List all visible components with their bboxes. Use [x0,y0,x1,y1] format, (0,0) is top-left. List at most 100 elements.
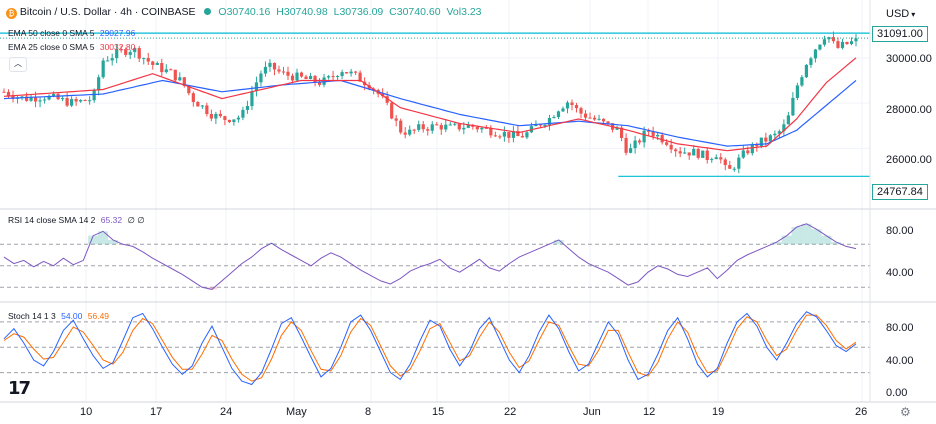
rsi-overbought-fill [553,239,564,245]
candle-body [331,76,335,78]
bitcoin-icon: ₿ [6,8,17,19]
rsi-overbought-fill [771,242,782,245]
candle-body [417,124,421,130]
candle-body [412,129,416,131]
rsi-legend[interactable]: RSI 14 close SMA 14 2 65.32 ∅ ∅ [8,215,145,225]
candle-body [466,124,470,128]
candle-body [191,93,195,103]
candle-body [200,105,204,107]
candle-body [142,58,146,60]
candle-body [97,77,101,91]
candle-body [115,49,119,59]
time-tick: 24 [220,406,233,418]
collapse-legend-button[interactable]: ︿ [9,57,27,72]
candle-body [448,124,452,126]
candle-body [151,61,155,65]
candle-body [137,48,141,59]
candle-body [525,132,529,138]
symbol-title[interactable]: Bitcoin / U.S. Dollar · 4h · COINBASE [19,6,196,18]
candle-body [92,90,96,101]
rsi-overbought-fill [107,239,118,245]
chevron-up-icon: ︿ [14,59,22,68]
time-tick: 19 [712,406,725,418]
candle-body [106,60,110,62]
candle-body [254,82,259,92]
candle-body [507,132,511,138]
rsi-tick: 80.00 [886,225,914,237]
rsi-oversold-fill [207,287,218,290]
stoch-d-value: 56.49 [87,311,110,321]
candle-body [764,137,768,142]
candle-body [110,58,114,61]
candle-body [268,62,272,67]
support-price-tag: 24767.84 [872,184,928,200]
stoch-legend[interactable]: Stoch 14 1 3 54.00 56.49 [8,311,110,321]
market-status-dot [204,8,212,15]
candle-body [74,99,78,102]
candle-body [489,128,493,136]
candle-body [579,108,583,114]
close-value: C30740.60 [389,6,441,18]
candle-body [651,131,655,137]
candle-body [822,39,827,45]
candle-body [335,76,340,78]
rsi-overbought-fill [831,242,842,245]
candle-body [777,131,781,134]
candle-body [169,69,173,71]
candle-body [786,115,790,125]
candle-body [390,102,394,119]
tradingview-logo-icon[interactable]: 17 [8,378,31,399]
price-tick: 26000.00 [886,154,932,166]
currency-selector[interactable]: USD ▾ [886,8,916,20]
candle-body [849,41,854,45]
candle-body [809,58,813,65]
candle-body [317,82,322,85]
candle-body [128,52,132,55]
low-value: L30736.09 [333,6,384,18]
candle-body [101,60,105,78]
candle-body [79,99,83,102]
candle-body [42,99,47,101]
symbol-header[interactable]: ₿ Bitcoin / U.S. Dollar · 4h · COINBASE … [6,6,485,19]
candle-body [214,113,218,119]
candle-body [38,100,42,102]
candle-body [444,124,448,130]
settings-gear-icon[interactable]: ⚙ [900,405,911,419]
candle-body [457,123,461,130]
candle-body [326,76,331,78]
candle-body [435,124,439,126]
candle-body [687,152,691,156]
rsi-overbought-fill [821,235,832,245]
candle-body [218,113,222,117]
rsi-pane [0,223,870,290]
candle-body [426,129,430,131]
ema25-line [3,57,857,152]
time-tick: Jun [583,406,601,418]
ema25-legend[interactable]: EMA 25 close 0 SMA 5 30032.80 [8,42,136,52]
rsi-overbought-fill [811,229,822,245]
time-tick: 8 [365,406,372,418]
candle-body [660,134,664,143]
candle-body [403,132,407,135]
candle-body [737,157,741,169]
rsi-value: 65.32 [100,215,123,225]
stoch-pane [0,311,870,386]
candle-body [430,124,434,131]
stoch-k-line [3,311,857,386]
candle-body [263,66,268,74]
candle-body [340,72,344,77]
candle-body [354,71,358,73]
candle-body [232,119,236,123]
candle-body [705,150,709,160]
candle-body [6,91,11,96]
candle-body [606,121,610,124]
rsi-overbought-fill [801,223,812,245]
candle-body [498,136,502,138]
candle-body [313,75,317,83]
candle-body [638,140,642,143]
candle-body [543,124,547,126]
candle-body [692,148,696,156]
candle-body [133,48,137,53]
ema50-legend[interactable]: EMA 50 close 0 SMA 5 29027.96 [8,28,136,38]
